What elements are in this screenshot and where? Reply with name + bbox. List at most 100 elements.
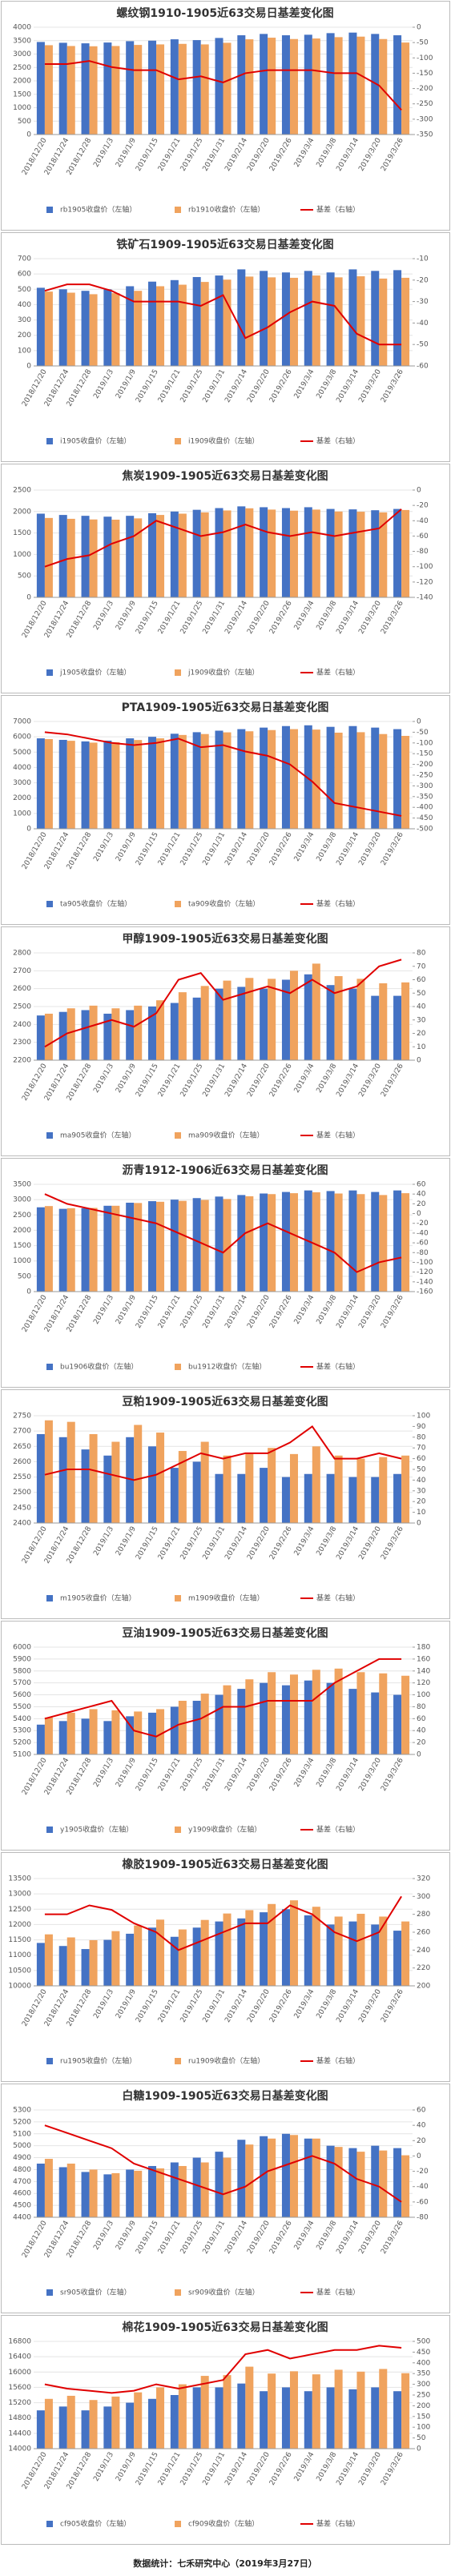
y2-tick-label: 60 [417,1715,426,1723]
bar [260,34,268,135]
legend-swatch [46,2058,53,2064]
y2-tick-label: 0 [417,1057,421,1065]
legend-label: 基差（右轴） [316,1362,360,1372]
x-tick-label: 2019/3/14 [335,1757,360,1793]
x-tick-label: 2019/2/20 [246,1525,272,1561]
bar [58,739,67,829]
bar [148,1712,157,1754]
legend-label: y1909收盘价（左轴） [188,1825,261,1835]
y2-tick-label: -40 [417,1229,429,1237]
bar [260,507,268,597]
x-tick-label: 2019/2/26 [268,2451,294,2487]
bar [223,510,232,597]
legend-swatch [175,1132,181,1139]
y2-tick-label: -10 [417,255,429,263]
y2-tick-label: 20 [417,1498,426,1506]
bar [126,1716,135,1754]
x-tick-label: 2019/3/20 [357,1294,383,1330]
bar [371,34,380,135]
bar [304,34,312,135]
bar [103,42,112,135]
bar [126,2402,135,2449]
bar [134,1005,143,1060]
x-tick-label: 2019/1/15 [135,2451,160,2487]
y-tick-label: 700 [18,255,31,263]
bar [170,1200,179,1292]
bar [371,2145,380,2217]
bar [326,985,335,1060]
y-tick-label: 1000 [13,810,31,818]
y-tick-label: 5300 [13,2107,31,2115]
bar [268,509,276,597]
x-tick-label: 2019/3/14 [335,2220,360,2256]
x-tick-label: 2019/3/8 [316,1063,339,1095]
y-tick-label: 10000 [8,1983,31,1991]
y-tick-label: 6000 [13,1644,31,1652]
y2-tick-label: 250 [417,2392,430,2400]
y-tick-label: 1500 [13,1242,31,1250]
bar [401,1193,410,1292]
bar [66,741,75,829]
bar [379,1457,388,1523]
x-tick-label: 2019/3/14 [335,600,360,636]
bar [281,725,290,829]
x-tick-label: 2019/3/8 [316,1294,339,1326]
bar [260,988,268,1060]
y2-tick-label: 30 [417,1487,426,1495]
legend-swatch [46,1827,53,1833]
y2-tick-label: -350 [417,131,433,139]
chart-title: 甲醇1909-1905近63交易日基差变化图 [122,932,328,946]
bar [356,979,365,1060]
bar [58,289,67,366]
x-tick-label: 2019/1/9 [115,1294,138,1326]
y2-tick-label: -60 [417,2198,429,2206]
bar [156,1433,165,1523]
bar [44,1934,53,1986]
bar [192,732,201,829]
x-tick-label: 2019/3/20 [357,368,383,404]
y2-tick-label: -250 [417,772,433,780]
x-tick-label: 2019/2/20 [246,2451,272,2487]
y2-tick-label: -120 [417,578,433,586]
bar [312,1670,320,1754]
x-tick-label: 2019/3/14 [335,2451,360,2487]
x-tick-label: 2019/1/3 [92,2451,115,2483]
bar [237,1918,246,1986]
bar [170,1003,179,1060]
bar [304,271,312,366]
bar [348,2389,357,2449]
y-tick-label: 400 [18,301,31,309]
bar [36,1943,45,1986]
y2-tick-label: -100 [417,54,433,62]
bar [148,281,157,366]
bar [134,1925,143,1986]
y2-tick-label: -300 [417,115,433,123]
bar [371,2387,380,2449]
y2-tick-label: -100 [417,739,433,747]
legend-label: j1905收盘价（左轴） [59,668,131,677]
bar [81,2172,90,2217]
y-tick-label: 6000 [13,733,31,741]
bar [334,1668,343,1754]
legend-swatch [46,901,53,907]
y-tick-label: 2450 [13,1504,31,1512]
bar [111,741,120,829]
bar [268,1903,276,1986]
y-tick-label: 5000 [13,749,31,757]
bar [401,509,410,597]
legend-swatch [46,2521,53,2527]
x-tick-label: 2019/3/14 [335,137,360,173]
bar [237,506,246,597]
x-tick-label: 2019/1/25 [179,1294,205,1330]
y-tick-label: 2550 [13,1473,31,1481]
x-tick-label: 2019/3/20 [357,1757,383,1793]
bar [281,272,290,366]
bar [44,2398,53,2449]
x-tick-label: 2019/1/31 [202,831,228,867]
bar [312,1192,320,1292]
x-tick-label: 2019/1/3 [92,1294,115,1326]
y-tick-label: 15600 [8,2384,31,2392]
bar [393,1694,402,1754]
bar [401,1675,410,1754]
y2-tick-label: -60 [417,363,429,371]
